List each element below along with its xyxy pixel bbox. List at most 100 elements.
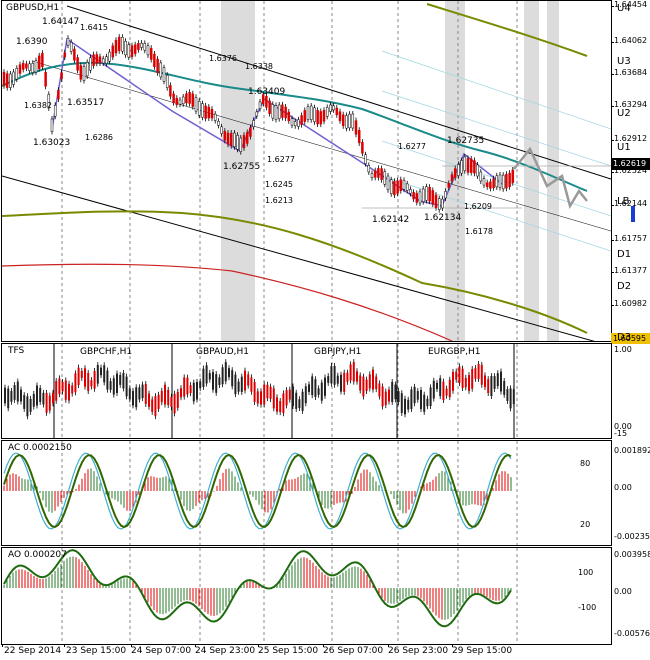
level-label-lb: LB bbox=[617, 196, 630, 207]
pair-bar bbox=[464, 377, 467, 388]
candle-body bbox=[98, 56, 102, 64]
pair-bar bbox=[122, 372, 125, 389]
pair-bar bbox=[26, 396, 29, 417]
pair-bar bbox=[20, 389, 22, 402]
time-tick: 29 Sep 15:00 bbox=[452, 646, 513, 656]
pair-bar bbox=[493, 376, 496, 389]
ao-scale: 0.003958 0.00 -0.005763 bbox=[611, 547, 650, 645]
candle-body bbox=[357, 129, 361, 144]
candle-body bbox=[338, 111, 342, 122]
pair-bar bbox=[119, 374, 122, 385]
candle-body bbox=[393, 181, 396, 196]
scroll-marker[interactable] bbox=[631, 206, 635, 222]
pair-bar bbox=[356, 371, 358, 382]
pair-bar bbox=[407, 399, 410, 410]
candle-body bbox=[437, 198, 441, 210]
candle-body bbox=[12, 71, 15, 85]
candle-body bbox=[466, 158, 470, 173]
pair-bar bbox=[317, 388, 320, 395]
time-axis[interactable]: 22 Sep 2014 23 Sep 15:00 24 Sep 07:00 24… bbox=[0, 644, 650, 660]
candle-body bbox=[495, 175, 499, 188]
pair-bar bbox=[429, 387, 432, 407]
pair-bar bbox=[436, 382, 438, 390]
price-annotation: 1.6415 bbox=[80, 23, 108, 32]
candle-body bbox=[508, 172, 511, 187]
candle-body bbox=[431, 190, 435, 205]
candle-body bbox=[140, 42, 143, 48]
pair-bar bbox=[93, 370, 96, 389]
candle-body bbox=[117, 36, 121, 52]
symbol-label: GBPUSD,H1 bbox=[6, 3, 60, 13]
candle-body bbox=[172, 93, 175, 103]
candle-body bbox=[217, 120, 220, 126]
candle-body bbox=[63, 52, 67, 58]
pair-bar bbox=[189, 385, 192, 394]
pair-bar bbox=[496, 373, 499, 387]
candle-body bbox=[453, 168, 457, 178]
pair-bar bbox=[359, 375, 362, 391]
pair-bar bbox=[138, 387, 141, 400]
ao-indicator-pane[interactable]: AO 0.000207 bbox=[1, 547, 612, 645]
main-chart-pane[interactable]: GBPUSD,H1 bbox=[1, 0, 612, 342]
price-annotation: 1.6390 bbox=[16, 37, 48, 47]
price-tick: 1.61377 bbox=[614, 266, 648, 275]
candle-body bbox=[210, 109, 214, 119]
pair-bar bbox=[308, 384, 310, 392]
price-tick: 1.64454 bbox=[614, 0, 648, 9]
pair-bar bbox=[477, 363, 480, 379]
pair-bar bbox=[324, 377, 326, 396]
pair-bar bbox=[426, 398, 429, 407]
pair-bar bbox=[458, 366, 461, 383]
ao-graphics bbox=[3, 548, 518, 644]
pair-bar bbox=[480, 364, 483, 385]
pair-bar bbox=[388, 389, 390, 402]
pair-label-gbpjpy: GBPJPY,H1 bbox=[314, 347, 362, 357]
candle-body bbox=[194, 97, 198, 112]
edge-price-label: 1.60595 bbox=[611, 333, 650, 344]
candle-body bbox=[370, 173, 374, 178]
ac-indicator-pane[interactable]: AC 0.0002150 bbox=[1, 440, 612, 546]
pair-bar bbox=[349, 364, 352, 381]
pair-bar bbox=[336, 375, 339, 384]
candle-body bbox=[271, 104, 275, 119]
pair-bar bbox=[468, 375, 470, 391]
pairs-tick: 1.00 bbox=[614, 345, 632, 354]
time-tick: 25 Sep 15:00 bbox=[258, 646, 319, 656]
pairs-pane[interactable]: TFS GBPCHF,H1 GBPAUD,H1 GBPJPY,H1 EURGBP… bbox=[1, 343, 612, 439]
price-annotation: 1.6277 bbox=[398, 142, 426, 151]
candle-body bbox=[265, 95, 268, 108]
candle-body bbox=[69, 42, 73, 52]
pair-bar bbox=[452, 371, 454, 391]
candle-body bbox=[434, 194, 438, 208]
candle-body bbox=[409, 189, 412, 194]
candle-body bbox=[213, 113, 217, 121]
pair-bar bbox=[52, 392, 54, 404]
pair-bar bbox=[298, 399, 301, 409]
pair-bar bbox=[397, 391, 400, 403]
candle-body bbox=[57, 89, 60, 100]
candle-body bbox=[501, 174, 505, 190]
pair-bar bbox=[64, 380, 67, 400]
candle-body bbox=[332, 105, 335, 111]
candle-body bbox=[386, 175, 390, 190]
candle-body bbox=[92, 54, 95, 66]
candle-body bbox=[82, 66, 86, 81]
pair-bar bbox=[160, 390, 163, 403]
pair-bar bbox=[455, 371, 458, 380]
main-price-scale[interactable]: 1.64454 1.64062 1.63684 1.63294 1.62912 … bbox=[611, 0, 650, 342]
candle-body bbox=[293, 121, 297, 127]
candle-body bbox=[322, 110, 326, 122]
candle-body bbox=[2, 71, 6, 87]
pair-bar bbox=[116, 373, 118, 393]
candle-body bbox=[255, 111, 259, 117]
candle-body bbox=[287, 111, 291, 122]
price-tick: 1.62912 bbox=[614, 134, 648, 143]
candle-body bbox=[258, 101, 262, 109]
pair-bar bbox=[84, 368, 86, 387]
pair-bar bbox=[32, 393, 35, 407]
pair-bar bbox=[269, 386, 272, 399]
candle-body bbox=[354, 120, 358, 135]
candle-body bbox=[325, 107, 329, 117]
candle-body bbox=[226, 132, 230, 145]
candle-body bbox=[450, 174, 454, 182]
